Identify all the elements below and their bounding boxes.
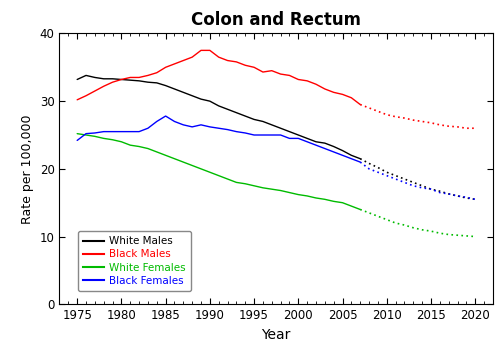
- Y-axis label: Rate per 100,000: Rate per 100,000: [21, 114, 34, 224]
- X-axis label: Year: Year: [262, 328, 291, 342]
- Legend: White Males, Black Males, White Females, Black Females: White Males, Black Males, White Females,…: [78, 231, 191, 291]
- Title: Colon and Rectum: Colon and Rectum: [191, 11, 361, 29]
